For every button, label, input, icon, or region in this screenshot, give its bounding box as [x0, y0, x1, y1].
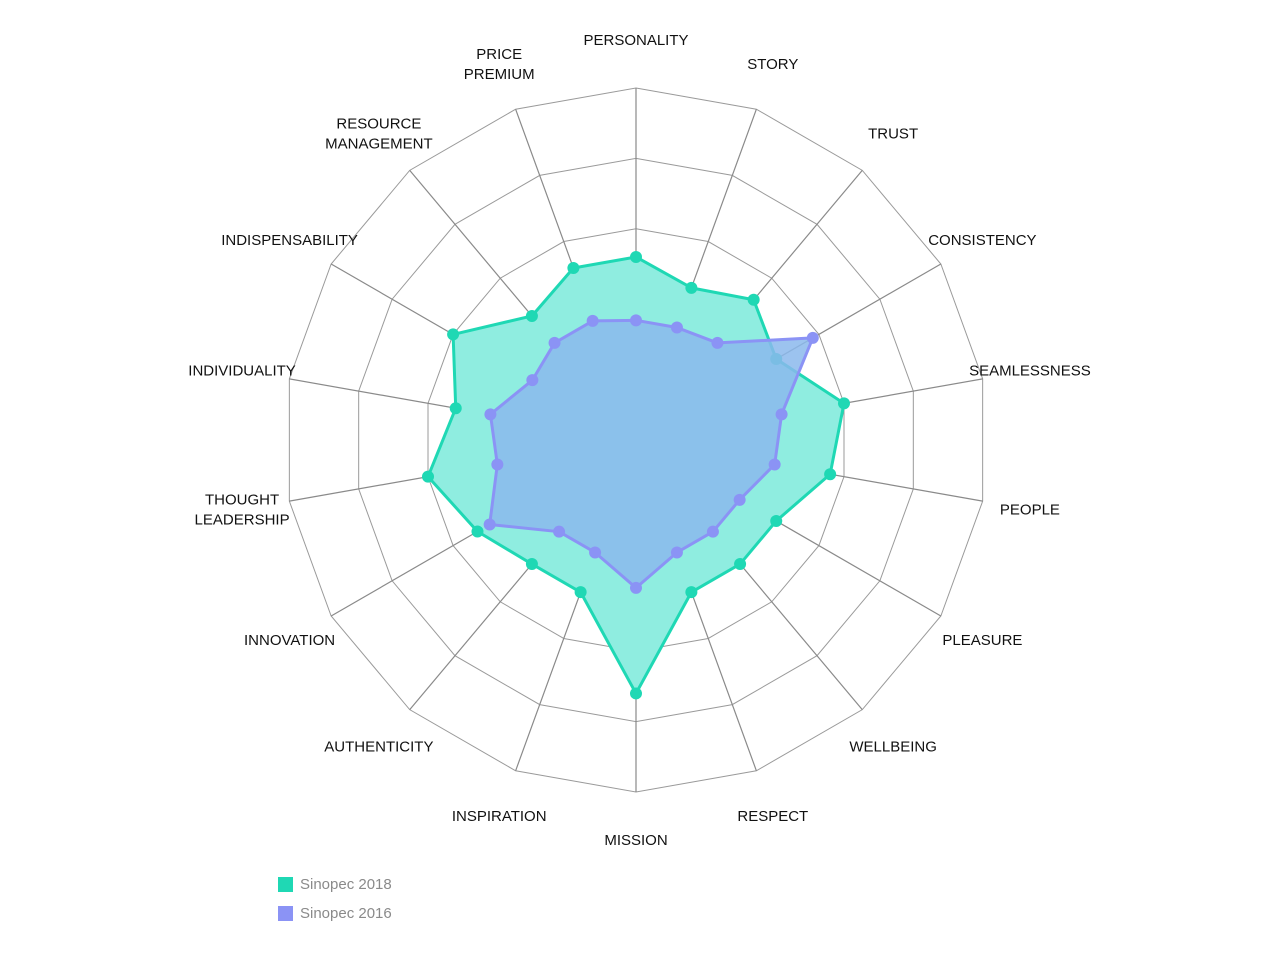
axis-label-personality: PERSONALITY — [583, 32, 688, 49]
data-point-sinopec-2016-thought-leadership[interactable] — [491, 458, 504, 471]
data-point-sinopec-2018-seamlessness[interactable] — [837, 397, 850, 410]
data-point-sinopec-2016-authenticity[interactable] — [553, 525, 566, 538]
data-point-sinopec-2016-wellbeing[interactable] — [706, 525, 719, 538]
axis-label-innovation: INNOVATION — [244, 632, 335, 649]
data-point-sinopec-2018-thought-leadership[interactable] — [422, 470, 435, 483]
data-point-sinopec-2016-personality[interactable] — [630, 314, 642, 327]
axis-label-individuality: INDIVIDUALITY — [188, 363, 296, 380]
data-point-sinopec-2016-story[interactable] — [670, 321, 683, 334]
data-point-sinopec-2018-trust[interactable] — [747, 293, 760, 306]
data-point-sinopec-2016-indispensability[interactable] — [526, 374, 539, 387]
series-sinopec-2016 — [483, 314, 819, 594]
data-point-sinopec-2016-inspiration[interactable] — [589, 546, 602, 559]
data-point-sinopec-2016-pleasure[interactable] — [733, 493, 746, 506]
axis-label-people: PEOPLE — [1000, 501, 1060, 518]
axis-label-mission: MISSION — [604, 832, 667, 849]
data-point-sinopec-2018-personality[interactable] — [630, 250, 642, 263]
radar-series — [422, 250, 850, 700]
data-point-sinopec-2018-people[interactable] — [824, 468, 837, 481]
axis-label-seamlessness: SEAMLESSNESS — [969, 363, 1091, 380]
data-point-sinopec-2016-consistency[interactable] — [806, 331, 819, 344]
data-point-sinopec-2016-innovation[interactable] — [483, 518, 496, 531]
legend-label-2016: Sinopec 2016 — [300, 905, 392, 922]
data-point-sinopec-2018-story[interactable] — [685, 281, 698, 294]
legend-swatch-2018 — [278, 877, 293, 892]
axis-label-consistency: CONSISTENCY — [928, 232, 1036, 249]
axis-label-resource-management: RESOURCE MANAGEMENT — [325, 116, 433, 153]
axis-label-authenticity: AUTHENTICITY — [324, 738, 433, 755]
legend: Sinopec 2018 Sinopec 2016 — [278, 870, 392, 928]
axis-label-trust: TRUST — [868, 126, 918, 143]
legend-swatch-2016 — [278, 906, 293, 921]
data-point-sinopec-2018-authenticity[interactable] — [525, 558, 538, 571]
legend-label-2018: Sinopec 2018 — [300, 876, 392, 893]
data-point-sinopec-2018-inspiration[interactable] — [574, 586, 587, 599]
axis-label-price-premium: PRICE PREMIUM — [464, 46, 535, 83]
data-point-sinopec-2018-price-premium[interactable] — [567, 261, 580, 274]
data-point-sinopec-2016-mission[interactable] — [630, 581, 642, 594]
data-point-sinopec-2018-wellbeing[interactable] — [734, 558, 747, 571]
axis-label-inspiration: INSPIRATION — [452, 808, 547, 825]
axis-label-thought-leadership: THOUGHT LEADERSHIP — [195, 491, 290, 528]
data-point-sinopec-2016-resource-management[interactable] — [548, 336, 561, 349]
data-point-sinopec-2018-respect[interactable] — [685, 586, 698, 599]
data-point-sinopec-2016-trust[interactable] — [711, 336, 724, 349]
data-point-sinopec-2018-resource-management[interactable] — [525, 309, 538, 322]
legend-item-sinopec-2018[interactable]: Sinopec 2018 — [278, 870, 392, 899]
data-point-sinopec-2016-respect[interactable] — [670, 546, 683, 559]
data-point-sinopec-2016-individuality[interactable] — [484, 408, 497, 421]
data-point-sinopec-2016-price-premium[interactable] — [586, 314, 599, 327]
data-point-sinopec-2016-seamlessness[interactable] — [775, 408, 788, 421]
axis-label-wellbeing: WELLBEING — [849, 738, 937, 755]
axis-labels: PERSONALITY STORY TRUST CONSISTENCY SEAMLESS… — [188, 32, 1090, 849]
data-point-sinopec-2018-pleasure[interactable] — [770, 514, 783, 527]
axis-label-indispensability: INDISPENSABILITY — [221, 232, 358, 249]
axis-label-pleasure: PLEASURE — [942, 632, 1022, 649]
data-point-sinopec-2018-mission[interactable] — [630, 687, 642, 700]
data-point-sinopec-2016-people[interactable] — [768, 458, 781, 471]
axis-label-story: STORY — [747, 56, 798, 73]
axis-label-respect: RESPECT — [737, 808, 808, 825]
data-point-sinopec-2018-innovation[interactable] — [471, 525, 484, 538]
data-point-sinopec-2018-individuality[interactable] — [449, 402, 462, 415]
legend-item-sinopec-2016[interactable]: Sinopec 2016 — [278, 899, 392, 928]
data-point-sinopec-2018-indispensability[interactable] — [447, 328, 460, 341]
